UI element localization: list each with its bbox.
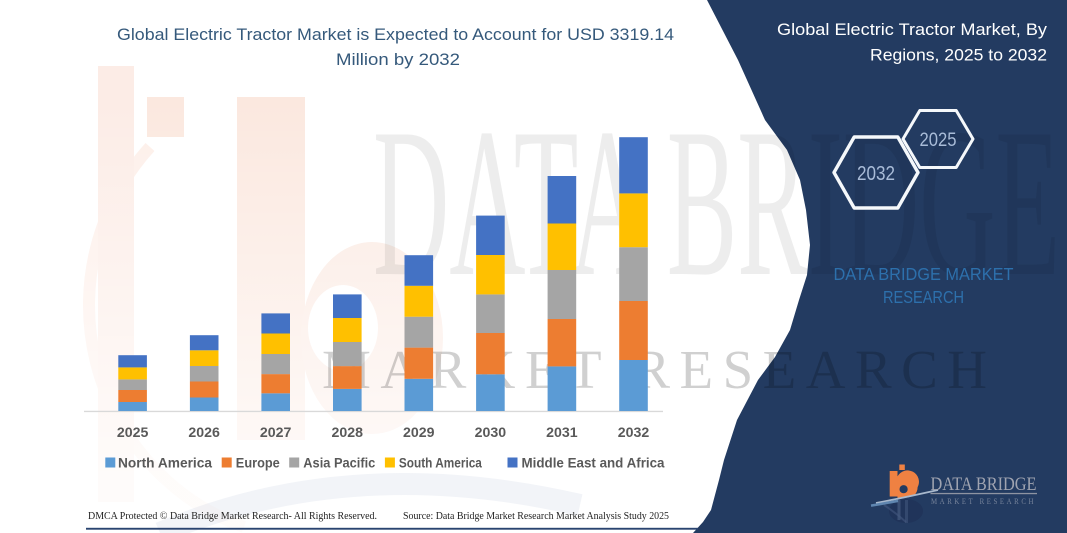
svg-text:RESEARCH: RESEARCH [883, 287, 964, 307]
svg-text:2025: 2025 [920, 129, 957, 151]
svg-text:DATA BRIDGE: DATA BRIDGE [931, 474, 1037, 495]
svg-text:2029: 2029 [403, 425, 435, 440]
svg-text:South America: South America [399, 456, 482, 471]
svg-text:Source: Data Bridge Market Res: Source: Data Bridge Market Research Mark… [403, 511, 669, 522]
svg-text:DATA BRIDGE MARKET: DATA BRIDGE MARKET [834, 264, 1014, 284]
svg-text:Middle East and Africa: Middle East and Africa [522, 456, 665, 471]
svg-text:2030: 2030 [475, 425, 507, 440]
svg-text:2025: 2025 [117, 425, 149, 440]
svg-text:2028: 2028 [332, 425, 364, 440]
svg-text:2026: 2026 [188, 425, 220, 440]
svg-text:2031: 2031 [546, 425, 578, 440]
svg-text:Million by 2032: Million by 2032 [336, 50, 460, 69]
svg-text:Global Electric Tractor Market: Global Electric Tractor Market is Expect… [117, 25, 674, 44]
svg-text:DATA BRIDGE: DATA BRIDGE [373, 86, 1060, 321]
svg-text:2032: 2032 [857, 162, 895, 185]
svg-text:2027: 2027 [260, 425, 292, 440]
svg-text:Regions, 2025 to 2032: Regions, 2025 to 2032 [870, 46, 1047, 65]
svg-text:Asia Pacific: Asia Pacific [303, 456, 375, 471]
svg-text:2032: 2032 [618, 425, 650, 440]
svg-text:MARKET RESEARCH: MARKET RESEARCH [931, 497, 1036, 506]
svg-text:Global Electric Tractor Market: Global Electric Tractor Market, By [777, 20, 1048, 39]
svg-text:North America: North America [118, 456, 212, 471]
svg-text:DMCA Protected © Data Bridge M: DMCA Protected © Data Bridge Market Rese… [88, 511, 377, 522]
svg-text:Europe: Europe [236, 456, 280, 471]
